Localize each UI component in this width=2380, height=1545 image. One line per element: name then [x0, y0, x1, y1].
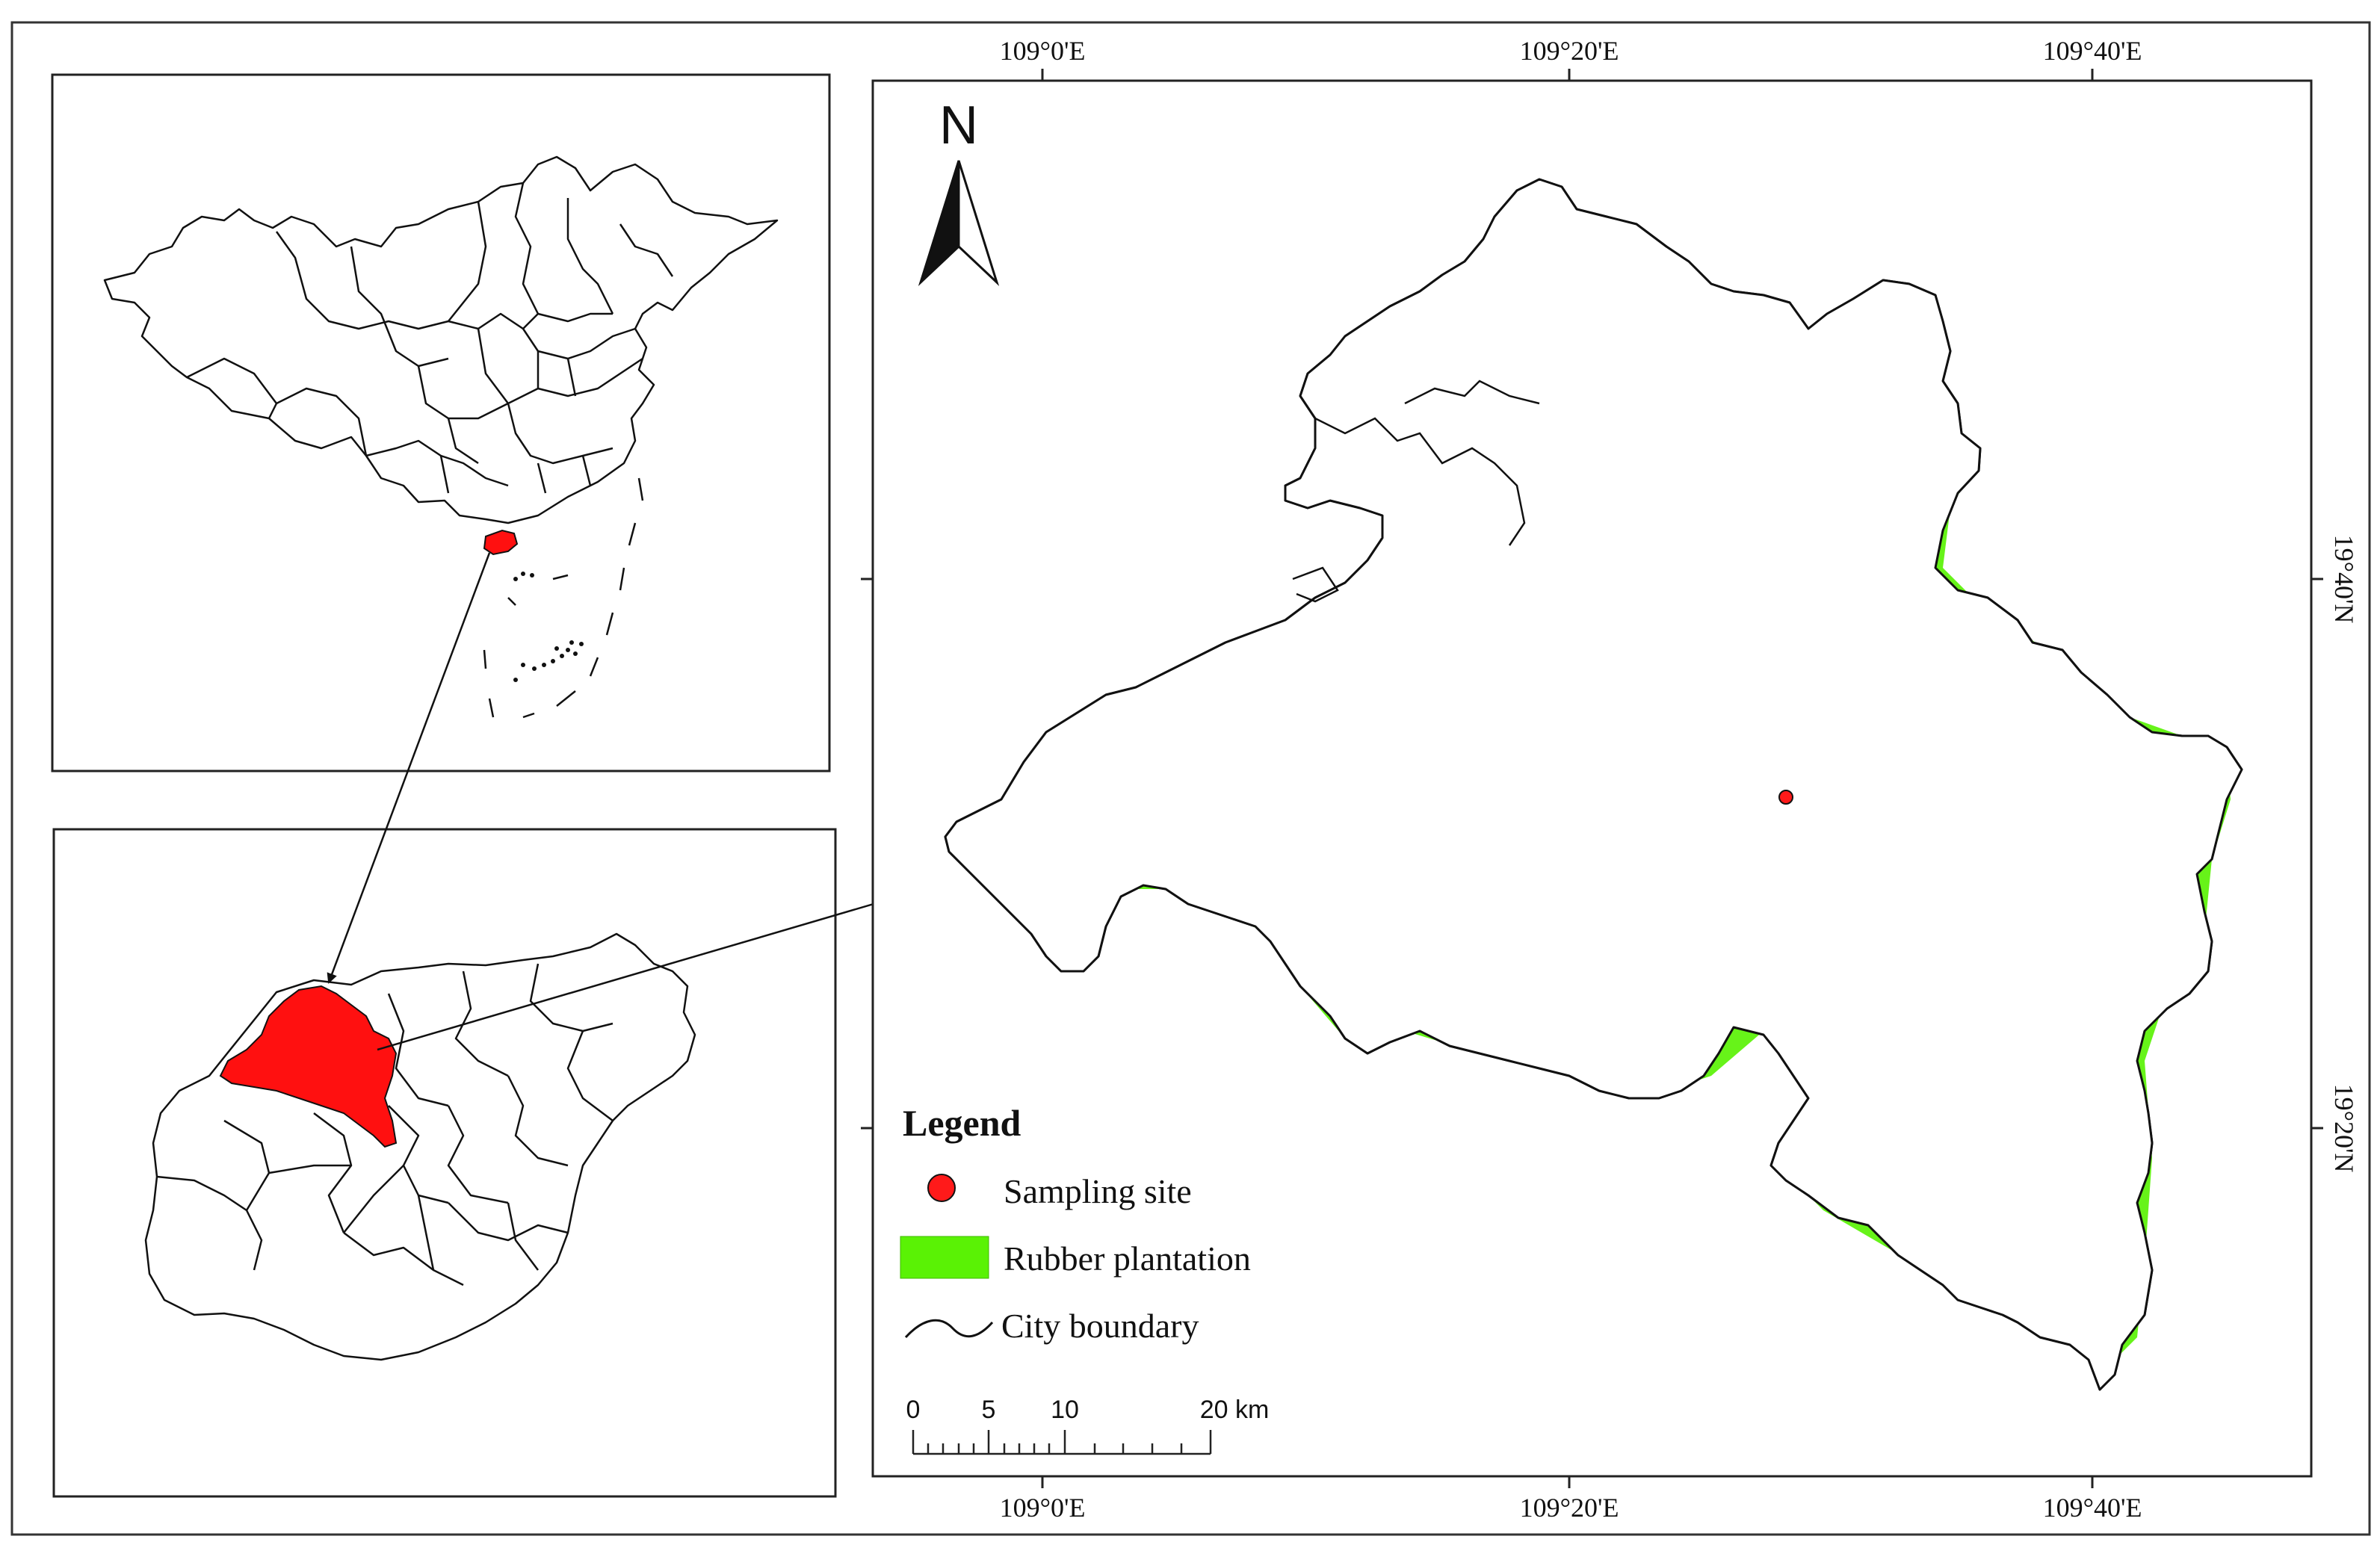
city-boundary-legend-icon [904, 1319, 994, 1339]
legend-title: Legend [903, 1102, 1021, 1144]
top-lon-label-2: 109°20'E [1520, 36, 1619, 66]
top-lon-label-1: 109°0'E [1000, 36, 1086, 66]
hainan-highlight [483, 529, 519, 556]
sampling-site-marker [1778, 790, 1793, 805]
china-outline [103, 155, 779, 524]
inner-bay-lines-2 [1404, 380, 1540, 405]
sampling-site-legend-icon [927, 1174, 956, 1202]
right-lat-label-1: 19°40'N [2329, 535, 2359, 624]
north-arrow: N [918, 96, 1000, 287]
china-panel-frame [51, 73, 831, 772]
legend-label-rubber-plantation: Rubber plantation [1004, 1239, 1251, 1278]
legend-label-sampling-site: Sampling site [1004, 1172, 1192, 1210]
bottom-lon-label-3: 109°40'E [2043, 1493, 2142, 1523]
study-panel: 109°0'E 109°20'E 109°40'E 109°0'E 109°20… [861, 36, 2359, 1523]
hainan-panel [52, 828, 837, 1498]
scale-label-5: 5 [982, 1396, 996, 1424]
scale-label-10: 10 [1051, 1396, 1079, 1424]
legend-label-city-boundary: City boundary [1001, 1307, 1199, 1345]
rubber-plantation-legend-icon [900, 1236, 989, 1279]
study-area [944, 178, 2243, 1391]
china-panel [51, 73, 831, 772]
danzhou-highlight [219, 985, 398, 1148]
legend: Legend Sampling site Rubber plantation C… [900, 1102, 1251, 1345]
north-label: N [939, 96, 978, 155]
top-lon-label-3: 109°40'E [2043, 36, 2142, 66]
right-lat-label-2: 19°20'N [2329, 1084, 2359, 1173]
scale-bar: 0 5 10 20 km [906, 1396, 1270, 1455]
inner-bay-lines-3 [1292, 566, 1339, 603]
scale-label-0: 0 [906, 1396, 921, 1424]
bottom-lon-label-2: 109°20'E [1520, 1493, 1619, 1523]
arrow-china-to-hainan [327, 552, 491, 984]
bottom-lon-label-1: 109°0'E [1000, 1493, 1086, 1523]
scale-label-20: 20 km [1200, 1396, 1270, 1424]
graticule-ticks [861, 69, 2323, 1488]
figure-frame [10, 21, 2371, 1536]
south-sea-islands [483, 477, 644, 719]
south-sea-dots [513, 572, 584, 682]
inner-bay-lines [1314, 417, 1526, 546]
